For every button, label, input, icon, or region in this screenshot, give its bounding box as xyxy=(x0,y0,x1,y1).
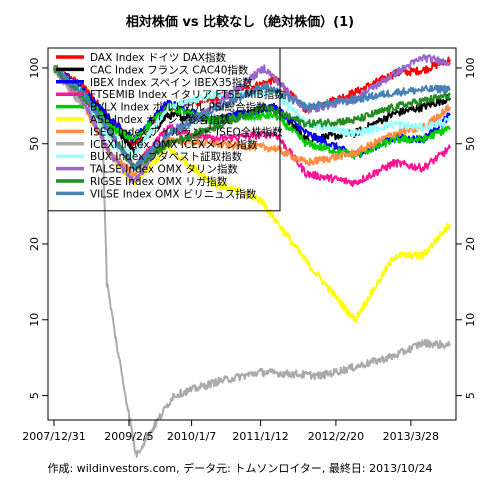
legend-entry: ASE Index ギリシャ総合指数 xyxy=(90,113,231,126)
series-line-7 xyxy=(53,66,451,458)
x-tick-label: 2013/3/28 xyxy=(383,430,439,443)
x-tick-label: 2012/2/20 xyxy=(308,430,364,443)
y-tick-label-left: 50 xyxy=(28,137,41,151)
legend-entry: BUX Index ブダペスト証取指数 xyxy=(90,150,243,163)
series-line-11 xyxy=(53,66,451,171)
series-line-6 xyxy=(53,67,451,178)
x-tick-label: 2010/1/7 xyxy=(167,430,216,443)
axes: 5 5 10 10 20 20 50 50 100 100 2007/12/31 2009/2/5 20… xyxy=(22,57,477,443)
plot-lines xyxy=(53,54,451,458)
y-tick-label-right: 100 xyxy=(464,57,477,78)
x-tick-label: 2009/2/5 xyxy=(104,430,153,443)
legend-entry: CAC Index フランス CAC40指数 xyxy=(90,63,249,76)
legend-entry: FTSEMIB Index イタリア FTSE MIB指数 xyxy=(90,88,285,101)
y-tick-label-right: 50 xyxy=(464,137,477,151)
legend-entry: VILSE Index OMX ビリニュス指数 xyxy=(90,187,257,200)
legend-entry: TALSE Index OMX タリン指数 xyxy=(89,163,238,176)
x-tick-label: 2007/12/31 xyxy=(22,430,85,443)
y-tick-label-right: 10 xyxy=(464,313,477,327)
x-tick-label: 2011/1/12 xyxy=(232,430,288,443)
y-tick-label-right: 5 xyxy=(464,392,477,399)
chart-footer: 作成: wildinvestors.com, データ元: トムソンロイター, 最… xyxy=(48,461,433,475)
chart-title: 相対株価 vs 比較なし（絶対株価）(1) xyxy=(126,14,354,30)
legend-entry: DAX Index ドイツ DAX指数 xyxy=(90,51,226,64)
y-tick-label-left: 20 xyxy=(28,237,41,251)
legend-entry: IBEX Index スペイン IBEX35指数 xyxy=(90,76,253,89)
legend-entry: BVLX Index ポルトガル PSI総合指数 xyxy=(90,101,267,114)
legend-entry: ICEXI Index OMX ICEXメイン指数 xyxy=(90,138,258,151)
y-tick-label-left: 10 xyxy=(28,313,41,327)
series-line-4 xyxy=(53,65,451,160)
y-tick-label-left: 100 xyxy=(28,57,41,78)
legend-entry: RIGSE Index OMX リガ指数 xyxy=(90,175,228,188)
series-line-9 xyxy=(53,54,451,185)
y-tick-label-left: 5 xyxy=(28,392,41,399)
legend-entry: ISEQ Index アイルランド ISEQ全株指数 xyxy=(90,125,283,138)
y-tick-label-right: 20 xyxy=(464,237,477,251)
legend-box xyxy=(47,47,281,212)
